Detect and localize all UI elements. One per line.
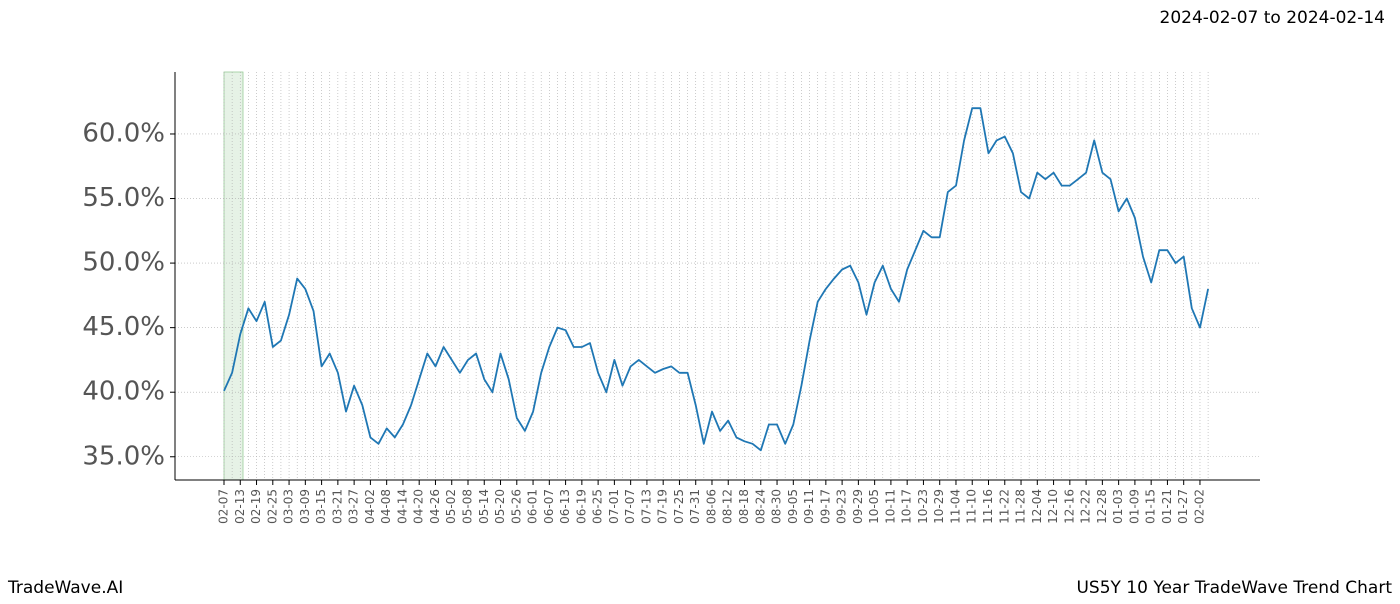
x-tick-label: 03-21 — [330, 489, 344, 524]
y-tick-label: 40.0% — [82, 377, 165, 407]
y-tick-label: 50.0% — [82, 248, 165, 278]
x-tick-label: 03-27 — [347, 489, 361, 524]
x-tick-label: 07-19 — [656, 489, 670, 524]
x-tick-label: 11-04 — [948, 489, 962, 524]
x-tick-label: 10-17 — [900, 489, 914, 524]
x-tick-label: 07-07 — [623, 489, 637, 524]
y-tick-label: 35.0% — [82, 441, 165, 471]
x-tick-label: 09-05 — [786, 489, 800, 524]
x-tick-label: 02-02 — [1192, 489, 1206, 524]
x-tick-label: 08-18 — [737, 489, 751, 524]
x-tick-label: 04-08 — [379, 489, 393, 524]
x-tick-label: 12-16 — [1062, 489, 1076, 524]
x-tick-label: 01-21 — [1160, 489, 1174, 524]
x-tick-label: 07-31 — [688, 489, 702, 524]
x-tick-label: 01-03 — [1111, 489, 1125, 524]
x-tick-label: 02-07 — [217, 489, 231, 524]
x-tick-label: 07-13 — [639, 489, 653, 524]
x-tick-label: 12-10 — [1046, 489, 1060, 524]
y-tick-label: 60.0% — [82, 118, 165, 148]
x-tick-label: 05-02 — [444, 489, 458, 524]
x-tick-label: 01-27 — [1176, 489, 1190, 524]
x-tick-label: 09-17 — [818, 489, 832, 524]
x-tick-label: 08-24 — [753, 489, 767, 524]
x-tick-label: 06-01 — [526, 489, 540, 524]
x-tick-label: 08-12 — [721, 489, 735, 524]
x-tick-label: 02-25 — [265, 489, 279, 524]
x-tick-label: 10-05 — [867, 489, 881, 524]
line-series — [223, 107, 1209, 452]
x-tick-label: 06-07 — [542, 489, 556, 524]
x-tick-label: 09-11 — [802, 489, 816, 524]
chart-title: 2024-02-07 to 2024-02-14 — [1160, 8, 1385, 28]
x-tick-label: 11-22 — [997, 489, 1011, 524]
x-tick-label: 05-26 — [509, 489, 523, 524]
x-tick-label: 04-02 — [363, 489, 377, 524]
x-tick-label: 03-15 — [314, 489, 328, 524]
x-tick-label: 02-19 — [249, 489, 263, 524]
x-tick-label: 10-23 — [916, 489, 930, 524]
x-tick-label: 08-06 — [704, 489, 718, 524]
x-tick-label: 01-09 — [1127, 489, 1141, 524]
x-tick-label: 05-14 — [477, 489, 491, 524]
x-tick-label: 09-29 — [851, 489, 865, 524]
x-tick-label: 10-11 — [883, 489, 897, 524]
x-tick-label: 05-20 — [493, 489, 507, 524]
x-tick-label: 04-14 — [395, 489, 409, 524]
x-tick-label: 04-20 — [412, 489, 426, 524]
x-tick-label: 10-29 — [932, 489, 946, 524]
x-tick-label: 04-26 — [428, 489, 442, 524]
x-tick-label: 06-13 — [558, 489, 572, 524]
x-tick-label: 12-04 — [1030, 489, 1044, 524]
x-tick-label: 09-23 — [835, 489, 849, 524]
x-tick-label: 07-25 — [672, 489, 686, 524]
x-tick-label: 03-03 — [282, 489, 296, 524]
x-tick-label: 03-09 — [298, 489, 312, 524]
x-tick-label: 05-08 — [460, 489, 474, 524]
x-tick-label: 12-28 — [1095, 489, 1109, 524]
y-tick-label: 55.0% — [82, 183, 165, 213]
x-tick-label: 01-15 — [1144, 489, 1158, 524]
x-tick-label: 11-16 — [981, 489, 995, 524]
x-tick-label: 08-30 — [770, 489, 784, 524]
x-tick-label: 02-13 — [233, 489, 247, 524]
y-tick-label: 45.0% — [82, 312, 165, 342]
footer-right: US5Y 10 Year TradeWave Trend Chart — [1076, 578, 1392, 598]
x-tick-label: 06-19 — [574, 489, 588, 524]
footer-left: TradeWave.AI — [7, 578, 123, 598]
x-tick-label: 07-01 — [607, 489, 621, 524]
x-tick-label: 06-25 — [591, 489, 605, 524]
x-tick-label: 12-22 — [1079, 489, 1093, 524]
x-tick-label: 11-10 — [965, 489, 979, 524]
x-tick-label: 11-28 — [1014, 489, 1028, 524]
